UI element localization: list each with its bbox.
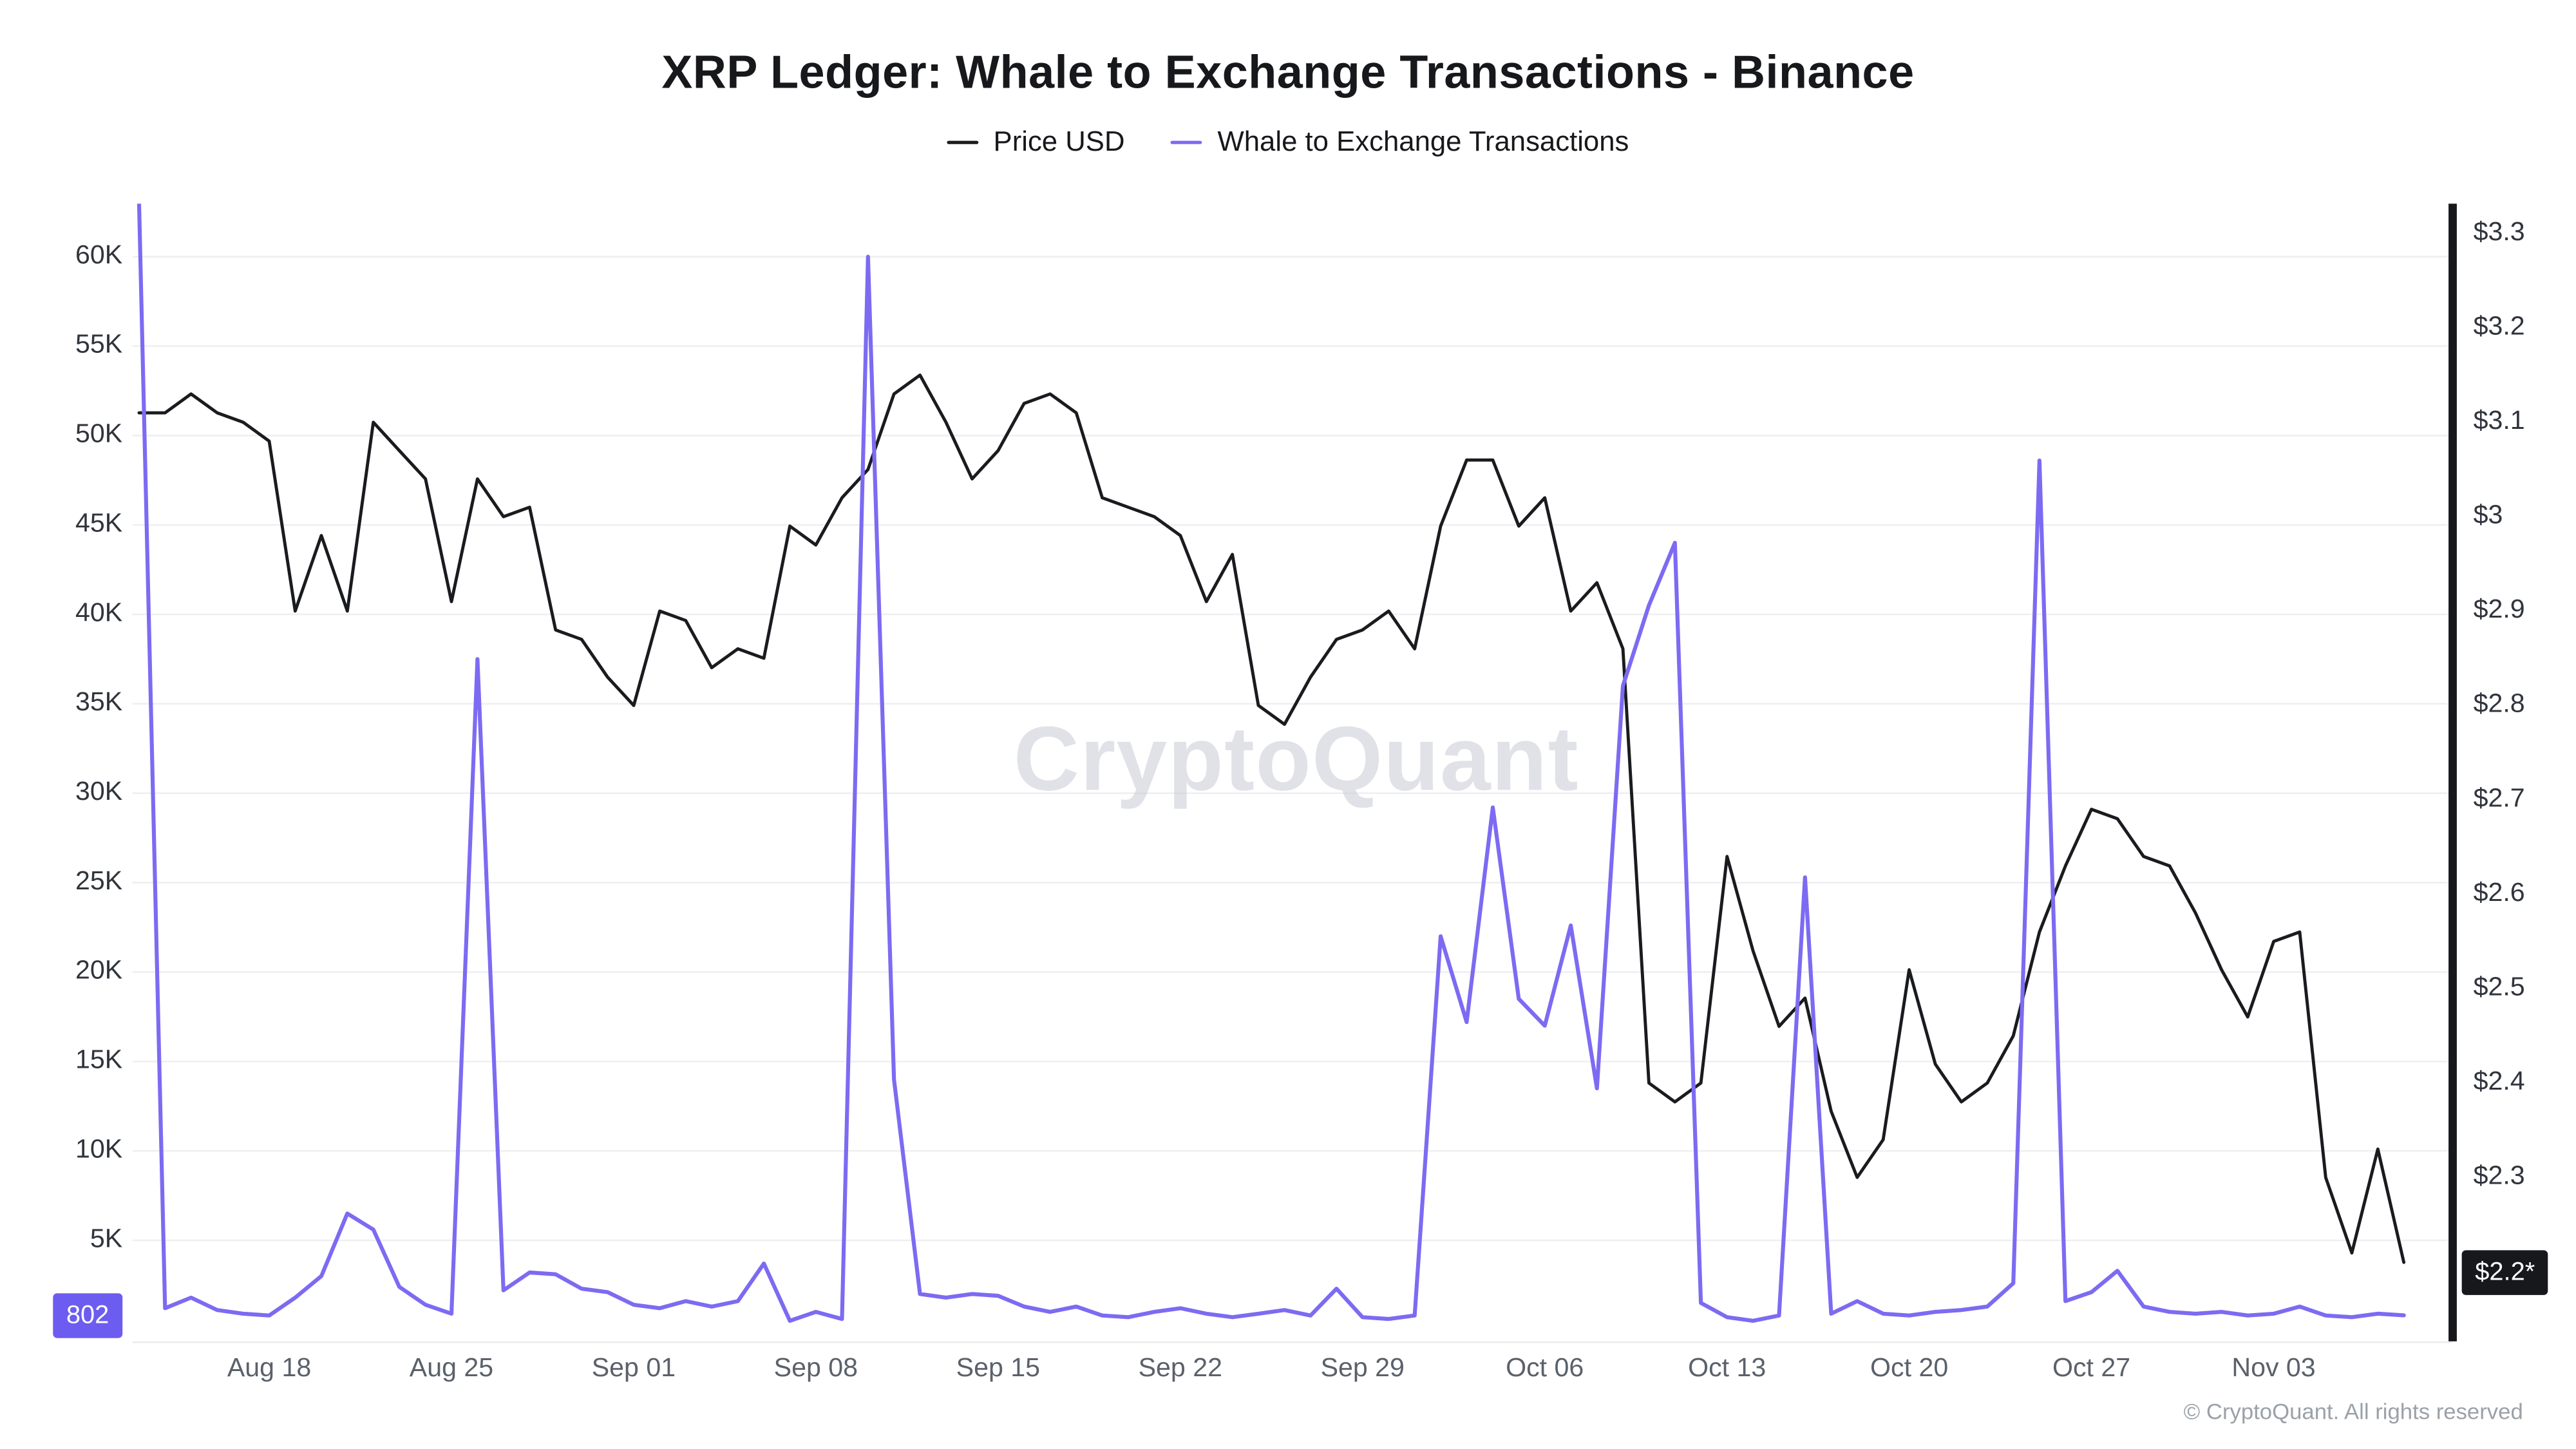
right-axis-tick-2.9: $2.9 bbox=[2473, 596, 2525, 625]
left-axis-tick-15k: 15K bbox=[75, 1046, 123, 1075]
x-tick-oct-06: Oct 06 bbox=[1506, 1354, 1584, 1383]
left-axis-tick-25k: 25K bbox=[75, 867, 123, 896]
legend-label-whale-transactions: Whale to Exchange Transactions bbox=[1217, 126, 1629, 158]
right-axis-tick-3: $3 bbox=[2473, 502, 2503, 530]
right-axis-tick-2.5: $2.5 bbox=[2473, 973, 2525, 1002]
left-axis-tick-20k: 20K bbox=[75, 957, 123, 985]
x-tick-sep-01: Sep 01 bbox=[591, 1354, 676, 1383]
x-tick-oct-27: Oct 27 bbox=[2052, 1354, 2131, 1383]
whale-line-swatch bbox=[1171, 140, 1203, 145]
right-axis-tick-2.3: $2.3 bbox=[2473, 1162, 2525, 1191]
chart-legend: Price USD Whale to Exchange Transactions bbox=[0, 126, 2576, 158]
right-axis-tick-3.2: $3.2 bbox=[2473, 312, 2525, 341]
right-axis-tick-2.7: $2.7 bbox=[2473, 784, 2525, 813]
copyright-text: © CryptoQuant. All rights reserved bbox=[2183, 1399, 2523, 1425]
chart-title: XRP Ledger: Whale to Exchange Transactio… bbox=[661, 46, 1915, 98]
price-latest-badge: $2.2* bbox=[2461, 1249, 2548, 1294]
legend-label-price-usd: Price USD bbox=[993, 126, 1125, 158]
whale-transactions-line[interactable] bbox=[137, 204, 2406, 1323]
chart-canvas bbox=[132, 204, 2452, 1323]
right-axis-tick-2.6: $2.6 bbox=[2473, 879, 2525, 908]
price-usd-line[interactable] bbox=[137, 373, 2406, 1264]
left-axis-tick-40k: 40K bbox=[75, 599, 123, 628]
x-tick-sep-08: Sep 08 bbox=[773, 1354, 858, 1383]
x-tick-sep-15: Sep 15 bbox=[956, 1354, 1041, 1383]
whale-latest-badge: 802 bbox=[53, 1293, 122, 1338]
left-axis-tick-35k: 35K bbox=[75, 688, 123, 717]
left-axis-tick-60k: 60K bbox=[75, 242, 123, 270]
left-axis-tick-10k: 10K bbox=[75, 1135, 123, 1164]
x-tick-sep-29: Sep 29 bbox=[1320, 1354, 1405, 1383]
left-axis-tick-50k: 50K bbox=[75, 421, 123, 449]
x-tick-aug-18: Aug 18 bbox=[227, 1354, 312, 1383]
right-axis-line bbox=[2448, 204, 2457, 1341]
legend-item-price-usd[interactable]: Price USD bbox=[947, 126, 1125, 158]
x-tick-nov-03: Nov 03 bbox=[2231, 1354, 2316, 1383]
x-tick-aug-25: Aug 25 bbox=[409, 1354, 494, 1383]
left-axis-tick-45k: 45K bbox=[75, 509, 123, 538]
left-axis-tick-55k: 55K bbox=[75, 331, 123, 359]
left-axis-tick-5k: 5K bbox=[90, 1225, 123, 1254]
price-line-swatch bbox=[947, 140, 979, 145]
plot-area[interactable]: CryptoQuant bbox=[132, 204, 2452, 1343]
right-axis-tick-3.1: $3.1 bbox=[2473, 407, 2525, 436]
legend-item-whale-transactions[interactable]: Whale to Exchange Transactions bbox=[1171, 126, 1629, 158]
x-tick-sep-22: Sep 22 bbox=[1138, 1354, 1222, 1383]
x-tick-oct-20: Oct 20 bbox=[1870, 1354, 1949, 1383]
right-axis-tick-2.8: $2.8 bbox=[2473, 690, 2525, 719]
right-axis-tick-3.3: $3.3 bbox=[2473, 218, 2525, 247]
right-axis-tick-2.4: $2.4 bbox=[2473, 1068, 2525, 1097]
x-tick-oct-13: Oct 13 bbox=[1688, 1354, 1766, 1383]
left-axis-tick-30k: 30K bbox=[75, 778, 123, 807]
